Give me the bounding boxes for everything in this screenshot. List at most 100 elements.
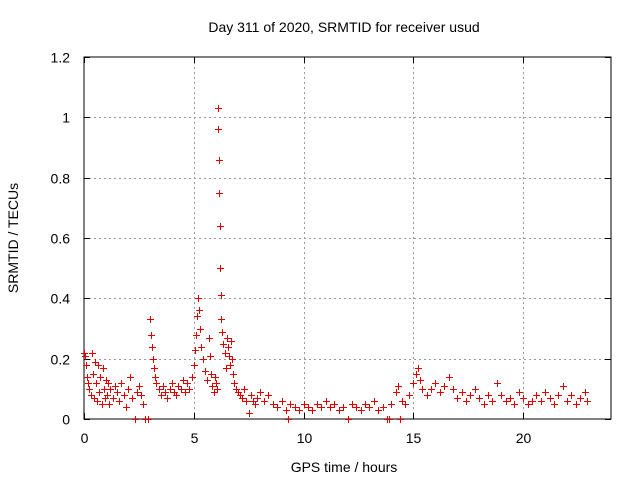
data-point (145, 416, 152, 423)
data-point (296, 407, 303, 414)
data-point (156, 386, 163, 393)
data-point (417, 377, 424, 384)
data-point (463, 398, 470, 405)
data-point (413, 371, 420, 378)
data-point (397, 416, 404, 423)
data-point (547, 395, 554, 402)
data-point (152, 374, 159, 381)
y-tick-label: 0 (62, 412, 70, 428)
data-point (229, 356, 236, 363)
data-point (393, 389, 400, 396)
data-point (560, 383, 567, 390)
data-point (216, 190, 223, 197)
data-point (93, 380, 100, 387)
data-point (90, 371, 97, 378)
data-point (134, 389, 141, 396)
data-point (450, 386, 457, 393)
data-point (406, 392, 413, 399)
data-point (207, 353, 214, 360)
data-point (121, 392, 128, 399)
data-point (441, 383, 448, 390)
data-point (533, 392, 540, 399)
data-point (568, 392, 575, 399)
data-point (386, 416, 393, 423)
data-point (542, 389, 549, 396)
data-point (107, 386, 114, 393)
data-point (208, 371, 215, 378)
data-point (193, 332, 200, 339)
data-point (257, 389, 264, 396)
data-point (230, 371, 237, 378)
data-point (489, 398, 496, 405)
x-tick-label: 5 (191, 430, 199, 446)
data-point (158, 392, 165, 399)
data-point (195, 295, 202, 302)
data-point (340, 404, 347, 411)
data-point (182, 389, 189, 396)
data-point (209, 383, 216, 390)
data-point (222, 350, 229, 357)
data-point (214, 386, 221, 393)
axis-tick-labels: 0 5 10 15 20 0 0.2 0.4 0.6 0.8 1 1.2 (51, 50, 532, 447)
y-tick-label: 1.2 (51, 50, 71, 66)
data-point (415, 365, 422, 372)
data-point (86, 386, 93, 393)
data-point (211, 389, 218, 396)
data-point (206, 335, 213, 342)
data-point (314, 401, 321, 408)
data-point (287, 401, 294, 408)
data-point (399, 398, 406, 405)
data-point (114, 389, 121, 396)
x-tick-label: 20 (516, 430, 532, 446)
data-point (577, 395, 584, 402)
data-point (223, 365, 230, 372)
data-point (215, 105, 222, 112)
data-point (200, 356, 207, 363)
data-point (301, 401, 308, 408)
data-point (216, 157, 223, 164)
data-point (197, 326, 204, 333)
data-point (231, 380, 238, 387)
data-point (353, 404, 360, 411)
data-point (189, 374, 196, 381)
data-point (196, 307, 203, 314)
data-point (175, 383, 182, 390)
data-point (150, 356, 157, 363)
data-point (164, 395, 171, 402)
data-point (151, 365, 158, 372)
data-point (336, 407, 343, 414)
data-point (380, 404, 387, 411)
y-tick-label: 1 (62, 110, 70, 126)
data-point (213, 380, 220, 387)
data-point (472, 386, 479, 393)
data-point (573, 401, 580, 408)
data-point (89, 350, 96, 357)
data-point (424, 392, 431, 399)
data-point (224, 335, 231, 342)
data-point (292, 404, 299, 411)
data-point (218, 316, 225, 323)
data-point (123, 404, 130, 411)
data-point (349, 401, 356, 408)
data-point (160, 383, 167, 390)
data-point (503, 398, 510, 405)
data-point (459, 389, 466, 396)
data-point (428, 386, 435, 393)
data-point (215, 126, 222, 133)
data-point (274, 404, 281, 411)
data-point (419, 386, 426, 393)
data-point (538, 398, 545, 405)
data-point (100, 365, 107, 372)
data-point (138, 392, 145, 399)
data-point (92, 359, 99, 366)
data-point (116, 398, 123, 405)
data-point (345, 416, 352, 423)
y-tick-label: 0.2 (51, 352, 71, 368)
data-point (283, 407, 290, 414)
grid-lines (84, 57, 611, 419)
data-point (248, 392, 255, 399)
data-point (147, 316, 154, 323)
y-axis-label: SRMTID / TECUs (5, 183, 21, 293)
data-point (162, 389, 169, 396)
data-point (217, 265, 224, 272)
